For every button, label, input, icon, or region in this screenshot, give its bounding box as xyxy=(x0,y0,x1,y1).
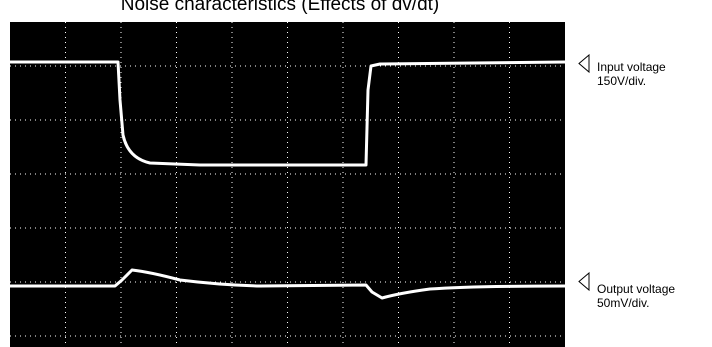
channel-scale: 50mV/div. xyxy=(597,296,649,310)
output-marker xyxy=(578,271,590,292)
channel-label: Input voltage xyxy=(597,60,666,74)
title: Noise characteristics (Effects of dv/dt) xyxy=(121,0,440,15)
channel-scale: 150V/div. xyxy=(597,74,646,88)
channel-label: Output voltage xyxy=(597,282,675,296)
input-trace xyxy=(10,60,566,167)
output-trace xyxy=(10,268,566,300)
input-marker xyxy=(578,53,590,74)
screen xyxy=(10,22,565,347)
